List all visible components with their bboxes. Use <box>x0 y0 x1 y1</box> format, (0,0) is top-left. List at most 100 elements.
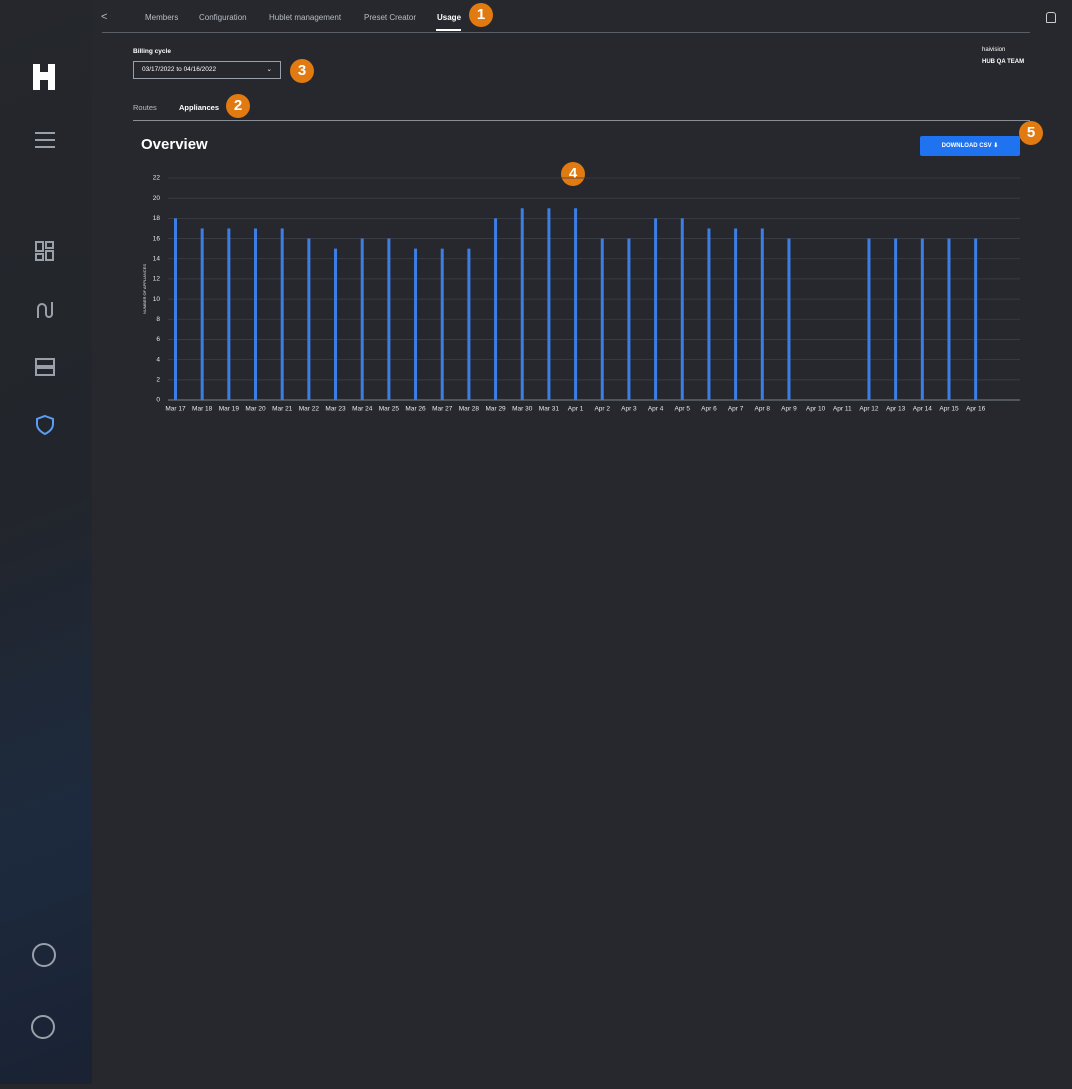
y-tick-label: 16 <box>153 235 161 242</box>
back-button[interactable]: < <box>101 11 108 23</box>
x-tick-label: Mar 26 <box>405 406 426 413</box>
bar <box>574 208 578 400</box>
x-tick-label: Apr 6 <box>701 406 717 413</box>
x-tick-label: Mar 18 <box>192 406 213 413</box>
bar <box>467 248 471 400</box>
sidebar <box>0 0 92 1084</box>
bar <box>920 238 924 400</box>
bar <box>600 238 604 400</box>
routes-icon <box>37 302 53 318</box>
chart: NUMBER OF APPLIANCES 0 2 4 6 8 10 12 14 16 18 20 22… <box>142 175 1020 413</box>
x-tick-label: Apr 9 <box>781 406 797 413</box>
x-tick-label: Mar 28 <box>459 406 480 413</box>
x-tick-label: Apr 16 <box>966 406 986 413</box>
bar <box>307 238 311 400</box>
bar <box>547 208 551 400</box>
bar <box>494 218 498 400</box>
nav-tab[interactable]: Hublet management <box>269 13 342 22</box>
devices-icon <box>35 358 55 367</box>
billing-label: Billing cycle <box>133 48 171 55</box>
x-tick-label: Apr 7 <box>728 406 744 413</box>
billing-range: 03/17/2022 to 04/16/2022 <box>142 66 217 73</box>
download-label: DOWNLOAD CSV <box>941 143 992 149</box>
bar <box>414 248 418 400</box>
x-tick-label: Mar 25 <box>379 406 400 413</box>
bar <box>174 218 178 400</box>
bar <box>654 218 658 400</box>
help-icon <box>31 1015 55 1039</box>
download-button[interactable]: DOWNLOAD CSV ⬇ <box>920 136 1020 156</box>
x-tick-label: Apr 11 <box>833 406 852 413</box>
section-title: Overview <box>141 136 208 153</box>
annotation-badge: 3 <box>290 59 314 83</box>
logo <box>33 64 55 90</box>
x-tick-label: Apr 2 <box>594 406 610 413</box>
x-tick-label: Mar 24 <box>352 406 373 413</box>
bar <box>787 238 791 400</box>
bar <box>227 228 231 400</box>
y-tick-label: 0 <box>156 397 160 404</box>
bar <box>254 228 258 400</box>
x-tick-label: Mar 20 <box>245 406 266 413</box>
bar <box>360 238 364 400</box>
x-tick-label: Apr 13 <box>886 406 906 413</box>
dashboard-icon <box>35 241 44 252</box>
security-icon <box>36 414 54 436</box>
nav-divider <box>102 32 1030 33</box>
y-tick-label: 18 <box>153 215 161 222</box>
team-name: HUB QA TEAM <box>982 59 1025 65</box>
sub-tab[interactable]: Routes <box>133 103 157 112</box>
x-tick-label: Mar 30 <box>512 406 533 413</box>
bar <box>974 238 978 400</box>
org-name: haivision <box>982 47 1006 53</box>
sub-tab-active[interactable]: Appliances <box>179 103 220 112</box>
y-tick-label: 14 <box>153 255 161 262</box>
annotation-badge: 5 <box>1019 121 1043 145</box>
annotation-badge: 2 <box>226 94 250 118</box>
y-tick-label: 2 <box>156 377 160 384</box>
x-tick-label: Apr 15 <box>939 406 959 413</box>
x-tick-label: Mar 17 <box>165 406 186 413</box>
x-tick-label: Apr 8 <box>755 406 771 413</box>
bar <box>280 228 284 400</box>
nav-tab[interactable]: Configuration <box>199 13 247 22</box>
x-tick-label: Mar 21 <box>272 406 293 413</box>
x-tick-label: Mar 31 <box>539 406 560 413</box>
bar <box>734 228 738 400</box>
bar <box>680 218 684 400</box>
notification-bell[interactable] <box>1046 12 1056 23</box>
nav-tab[interactable]: Preset Creator <box>364 13 417 22</box>
x-tick-label: Apr 10 <box>806 406 826 413</box>
y-tick-label: 12 <box>153 276 161 283</box>
bar <box>200 228 204 400</box>
sidebar-icons <box>31 64 56 1039</box>
x-tick-label: Apr 5 <box>674 406 690 413</box>
x-tick-label: Apr 14 <box>913 406 933 413</box>
nav-tab-active[interactable]: Usage <box>437 13 462 22</box>
y-tick-label: 6 <box>156 336 160 343</box>
annotation-badge: 4 <box>561 162 585 186</box>
x-tick-label: Mar 22 <box>299 406 320 413</box>
x-tick-label: Apr 12 <box>859 406 879 413</box>
x-tick-label: Mar 27 <box>432 406 453 413</box>
billing-select[interactable]: 03/17/2022 to 04/16/2022 ⌄ <box>133 61 281 79</box>
bar <box>627 238 631 400</box>
y-tick-label: 4 <box>156 356 160 363</box>
sub-divider <box>133 120 1030 121</box>
y-axis-label: NUMBER OF APPLIANCES <box>142 264 147 314</box>
bar <box>707 228 711 400</box>
bar <box>440 248 444 400</box>
nav-tab[interactable]: Members <box>145 13 179 22</box>
bar <box>947 238 951 400</box>
annotation-badge: 1 <box>469 3 493 27</box>
profile-icon <box>32 943 56 967</box>
bar <box>760 228 764 400</box>
x-tick-label: Apr 4 <box>648 406 664 413</box>
bar <box>894 238 898 400</box>
bar <box>387 238 391 400</box>
x-tick-label: Apr 3 <box>621 406 637 413</box>
y-tick-label: 20 <box>153 195 161 202</box>
y-tick-label: 22 <box>153 175 161 182</box>
bar <box>867 238 871 400</box>
